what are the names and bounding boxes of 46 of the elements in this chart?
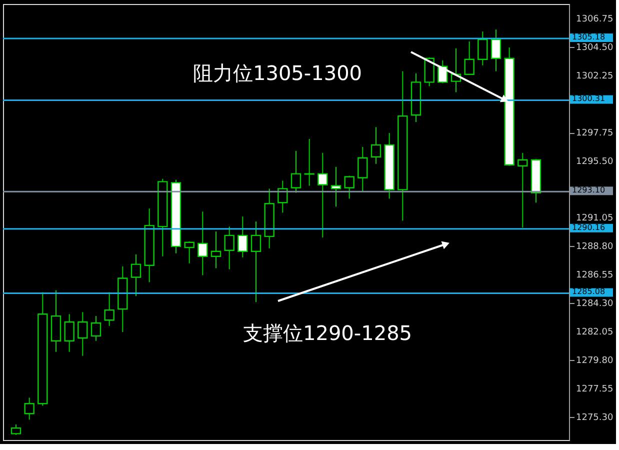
y-tick-label: 1302.25 <box>576 72 614 82</box>
ref-line-label: 1285.08 <box>572 287 606 296</box>
ref-line-label: 1293.10 <box>572 186 606 195</box>
y-tick-label: 1277.55 <box>576 384 614 395</box>
y-tick-label: 1275.30 <box>576 413 614 424</box>
candlestick <box>90 316 102 342</box>
y-tick-label: 1279.80 <box>576 356 614 366</box>
candlestick <box>78 312 88 356</box>
candlestick <box>304 138 314 186</box>
candlestick <box>64 314 74 352</box>
y-tick-label: 1304.50 <box>576 43 614 54</box>
candlestick <box>518 152 528 228</box>
annotation: 支撑位1290-1285 <box>243 321 412 345</box>
candlestick <box>330 166 342 208</box>
candlestick <box>250 220 262 303</box>
candlestick <box>464 41 474 75</box>
candlestick <box>24 397 34 420</box>
y-tick-label: 1288.80 <box>576 242 614 252</box>
candlestick <box>278 180 288 214</box>
candlestick <box>478 31 488 66</box>
candlestick <box>104 292 114 326</box>
ref-line-label: 1300.31 <box>572 94 606 104</box>
ref-line-label: 1290.16 <box>572 222 606 232</box>
y-tick-label: 1295.50 <box>576 157 614 168</box>
candlestick <box>238 216 248 258</box>
y-tick-label: 1291.05 <box>576 214 614 224</box>
y-tick-label: 1286.55 <box>576 270 614 281</box>
y-tick-label: 1306.75 <box>576 14 614 25</box>
candlestick <box>224 226 234 270</box>
y-tick-label: 1282.05 <box>576 328 614 338</box>
candlestick <box>290 150 302 194</box>
candlestick <box>490 28 502 72</box>
candlestick <box>10 424 22 436</box>
candlestick <box>318 152 328 238</box>
ref-line-label: 1305.18 <box>572 32 606 42</box>
candlestick <box>358 146 368 192</box>
candlestick <box>198 211 208 276</box>
y-tick-label: 1284.30 <box>576 299 614 310</box>
candlestick <box>424 56 434 87</box>
y-tick-label: 1297.75 <box>576 128 614 139</box>
candlestick <box>370 126 382 164</box>
candlestick <box>184 240 194 264</box>
candlestick <box>344 175 354 200</box>
candlestick <box>210 231 222 269</box>
candlestick <box>130 254 142 297</box>
annotation: 阻力位1305-1300 <box>193 61 362 85</box>
